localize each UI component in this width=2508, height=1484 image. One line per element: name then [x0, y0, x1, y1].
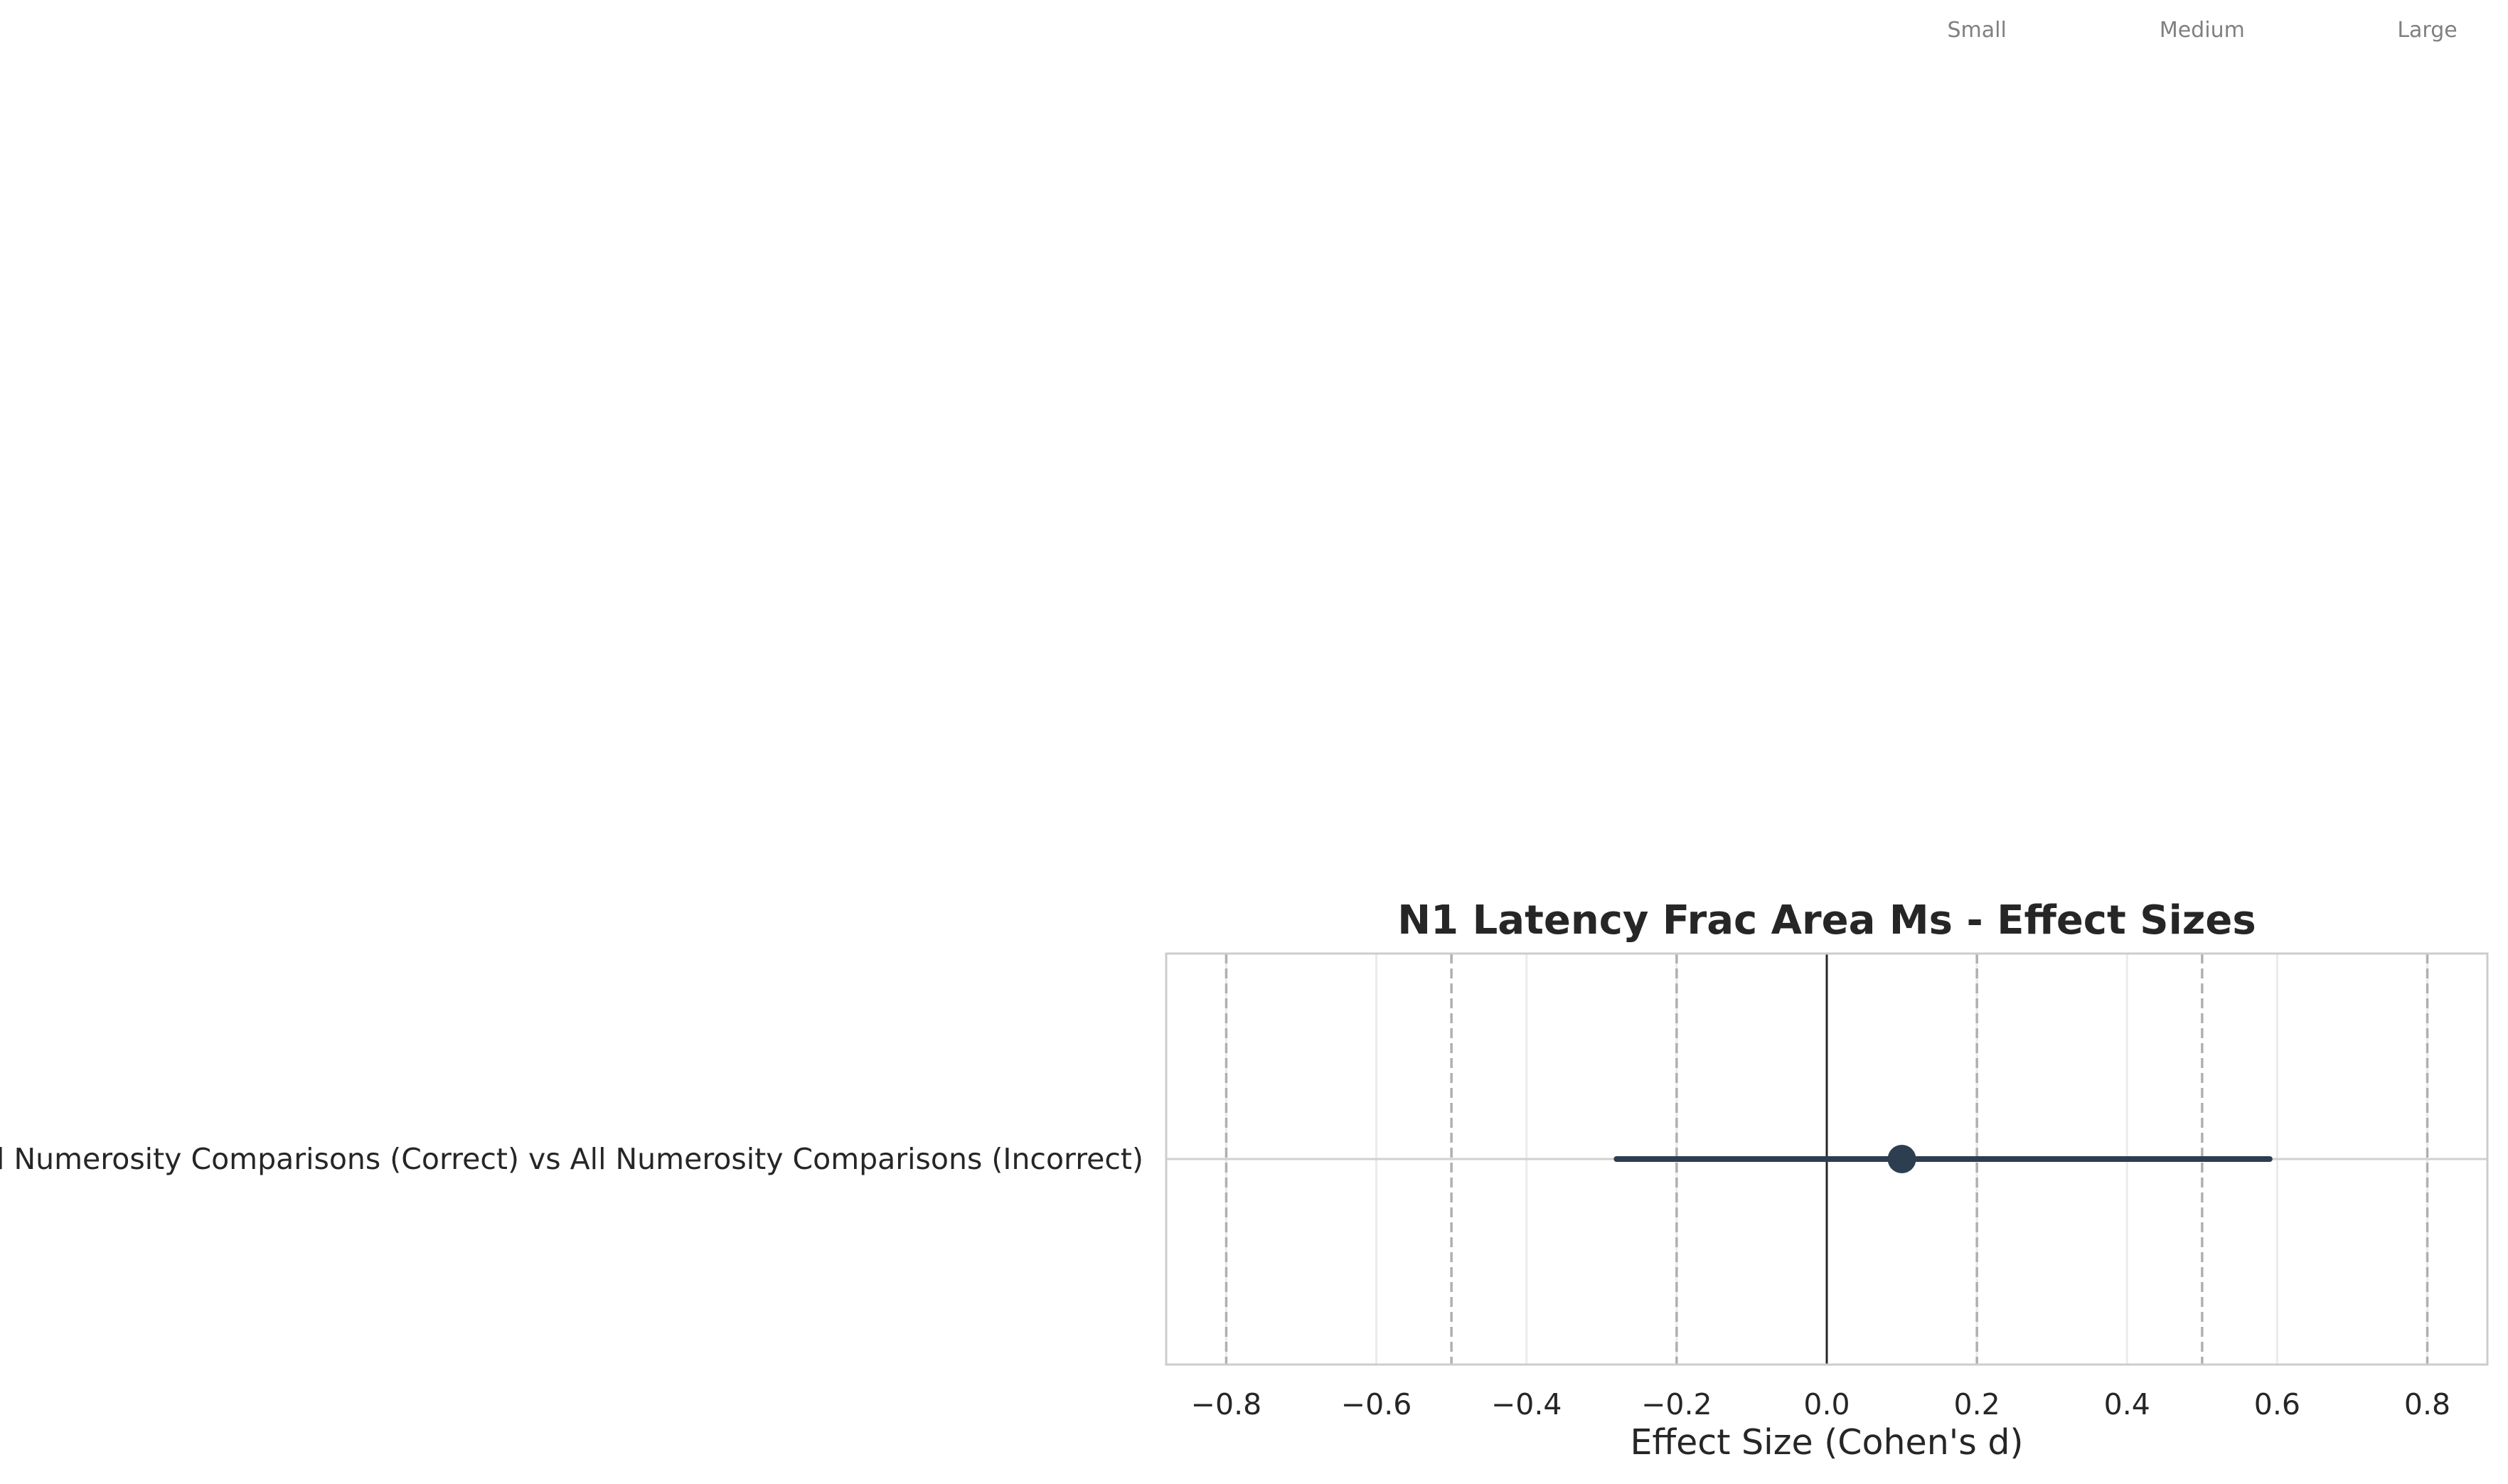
x-tick-label-2: −0.4 — [1491, 1387, 1562, 1421]
x-tick-label-6: 0.4 — [2104, 1387, 2150, 1421]
x-tick-label-0: −0.8 — [1191, 1387, 1262, 1421]
x-tick-label-5: 0.2 — [1954, 1387, 2000, 1421]
comparison-label-0: All Numerosity Comparisons (Correct) vs … — [0, 1142, 1143, 1176]
chart-title: N1 Latency Frac Area Ms - Effect Sizes — [1397, 897, 2256, 944]
x-tick-label-4: 0.0 — [1803, 1387, 1850, 1421]
effect-point-0 — [1887, 1145, 1916, 1173]
reference-label-large: Large — [2397, 18, 2457, 43]
x-tick-label-7: 0.6 — [2254, 1387, 2300, 1421]
plot-frame — [1165, 952, 2489, 1366]
reference-label-medium: Medium — [2160, 18, 2245, 43]
x-axis-label: Effect Size (Cohen's d) — [1630, 1422, 2023, 1463]
x-tick-label-1: −0.6 — [1341, 1387, 1412, 1421]
reference-label-small: Small — [1947, 18, 2006, 43]
x-tick-label-3: −0.2 — [1641, 1387, 1712, 1421]
x-tick-label-8: 0.8 — [2404, 1387, 2450, 1421]
